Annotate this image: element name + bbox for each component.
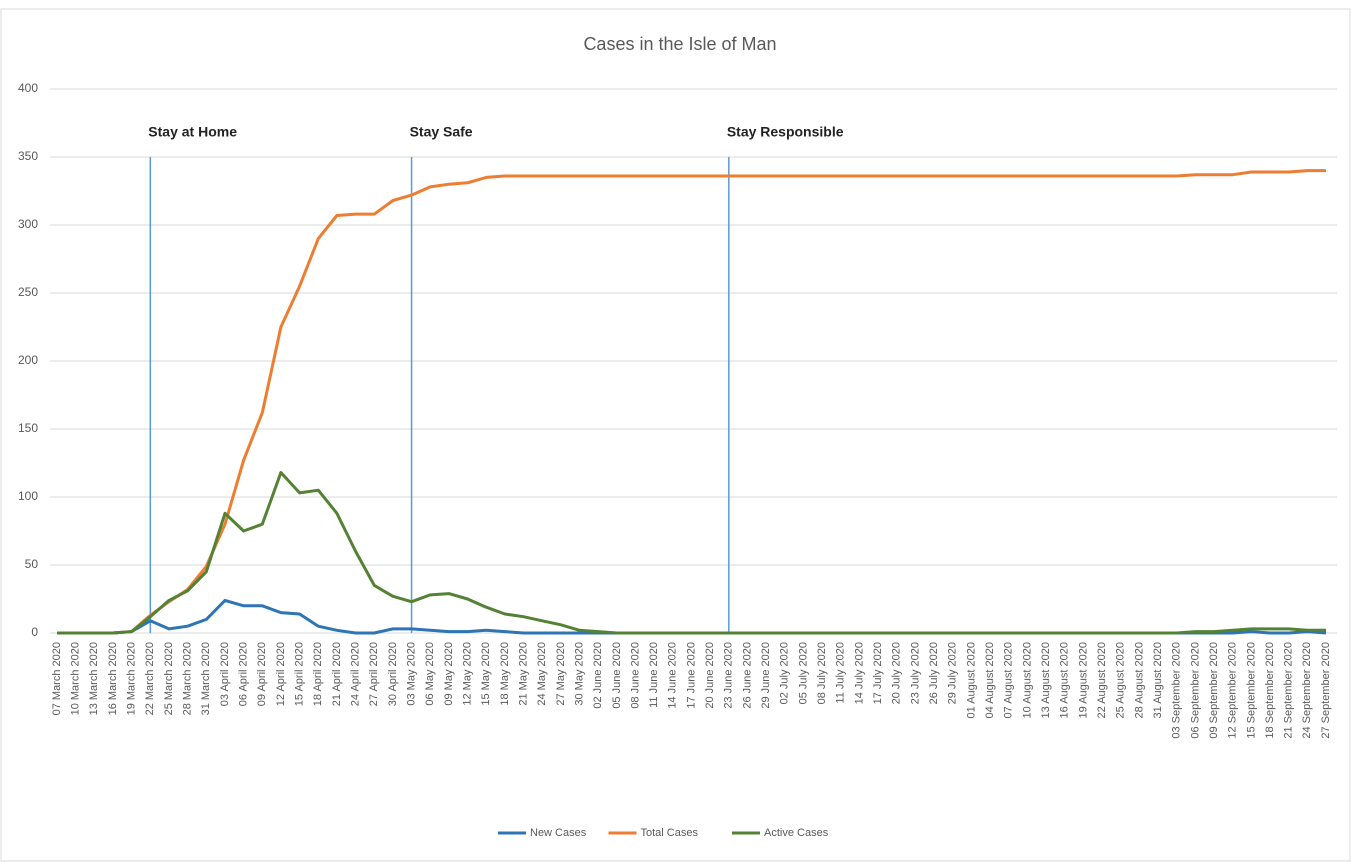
x-tick-label: 18 April 2020 bbox=[312, 642, 324, 706]
x-tick-label: 17 July 2020 bbox=[872, 642, 884, 704]
x-tick-label: 31 August 2020 bbox=[1152, 642, 1164, 718]
x-tick-label: 09 May 2020 bbox=[443, 642, 455, 706]
chart-title: Cases in the Isle of Man bbox=[583, 34, 776, 54]
x-tick-label: 21 May 2020 bbox=[517, 642, 529, 706]
x-tick-label: 07 August 2020 bbox=[1003, 642, 1015, 718]
x-tick-label: 14 July 2020 bbox=[853, 642, 865, 704]
x-tick-label: 02 July 2020 bbox=[779, 642, 791, 704]
x-tick-label: 07 March 2020 bbox=[51, 642, 63, 715]
x-tick-label: 25 August 2020 bbox=[1115, 642, 1127, 718]
x-tick-label: 22 August 2020 bbox=[1096, 642, 1108, 718]
annotation-label: Stay Safe bbox=[410, 124, 473, 140]
x-tick-label: 19 August 2020 bbox=[1077, 642, 1089, 718]
x-tick-label: 28 March 2020 bbox=[182, 642, 194, 715]
x-tick-label: 03 May 2020 bbox=[405, 642, 417, 706]
x-tick-label: 27 May 2020 bbox=[555, 642, 567, 706]
x-tick-label: 22 March 2020 bbox=[144, 642, 156, 715]
x-tick-label: 12 September 2020 bbox=[1227, 642, 1239, 739]
x-tick-label: 30 April 2020 bbox=[387, 642, 399, 706]
y-tick-label: 350 bbox=[18, 149, 38, 163]
x-tick-label: 18 September 2020 bbox=[1264, 642, 1276, 739]
x-tick-label: 26 July 2020 bbox=[928, 642, 940, 704]
y-tick-label: 100 bbox=[18, 489, 38, 503]
x-tick-label: 16 March 2020 bbox=[107, 642, 119, 715]
legend-label: New Cases bbox=[530, 827, 587, 839]
x-tick-label: 10 August 2020 bbox=[1021, 642, 1033, 718]
x-tick-label: 24 April 2020 bbox=[349, 642, 361, 706]
y-tick-label: 200 bbox=[18, 353, 38, 367]
x-tick-label: 24 September 2020 bbox=[1301, 642, 1313, 739]
x-tick-label: 30 May 2020 bbox=[573, 642, 585, 706]
x-tick-label: 27 September 2020 bbox=[1320, 642, 1332, 739]
x-tick-label: 19 March 2020 bbox=[126, 642, 138, 715]
x-tick-label: 29 July 2020 bbox=[947, 642, 959, 704]
x-tick-label: 05 June 2020 bbox=[611, 642, 623, 709]
x-tick-label: 08 June 2020 bbox=[629, 642, 641, 709]
x-tick-label: 12 May 2020 bbox=[461, 642, 473, 706]
x-tick-label: 03 April 2020 bbox=[219, 642, 231, 706]
x-tick-label: 10 March 2020 bbox=[70, 642, 82, 715]
y-tick-label: 250 bbox=[18, 285, 38, 299]
x-tick-label: 16 August 2020 bbox=[1059, 642, 1071, 718]
y-tick-label: 0 bbox=[31, 625, 38, 639]
x-tick-label: 20 June 2020 bbox=[704, 642, 716, 709]
x-tick-label: 11 July 2020 bbox=[835, 642, 847, 704]
annotation-label: Stay Responsible bbox=[727, 124, 844, 140]
y-tick-label: 50 bbox=[25, 557, 39, 571]
x-tick-label: 23 June 2020 bbox=[723, 642, 735, 709]
x-tick-label: 31 March 2020 bbox=[200, 642, 212, 715]
x-tick-label: 12 April 2020 bbox=[275, 642, 287, 706]
x-tick-label: 25 March 2020 bbox=[163, 642, 175, 715]
x-tick-label: 05 July 2020 bbox=[797, 642, 809, 704]
x-tick-label: 13 March 2020 bbox=[88, 642, 100, 715]
x-tick-label: 15 April 2020 bbox=[294, 642, 306, 706]
x-tick-label: 15 September 2020 bbox=[1245, 642, 1257, 739]
legend-label: Total Cases bbox=[641, 827, 699, 839]
x-tick-label: 26 June 2020 bbox=[741, 642, 753, 709]
x-tick-label: 09 September 2020 bbox=[1208, 642, 1220, 739]
chart-border bbox=[0, 8, 1351, 862]
series-line bbox=[57, 471, 1326, 635]
annotation-label: Stay at Home bbox=[148, 124, 237, 140]
x-tick-label: 04 August 2020 bbox=[984, 642, 996, 718]
legend-label: Active Cases bbox=[764, 827, 829, 839]
x-tick-label: 17 June 2020 bbox=[685, 642, 697, 709]
x-tick-label: 08 July 2020 bbox=[816, 642, 828, 704]
x-tick-label: 27 April 2020 bbox=[368, 642, 380, 706]
x-tick-label: 01 August 2020 bbox=[965, 642, 977, 718]
x-tick-label: 11 June 2020 bbox=[648, 642, 660, 708]
x-tick-label: 06 May 2020 bbox=[424, 642, 436, 706]
x-tick-label: 21 September 2020 bbox=[1283, 642, 1295, 739]
x-tick-label: 29 June 2020 bbox=[760, 642, 772, 709]
x-tick-label: 21 April 2020 bbox=[331, 642, 343, 706]
x-tick-label: 28 August 2020 bbox=[1133, 642, 1145, 718]
x-tick-label: 03 September 2020 bbox=[1171, 642, 1183, 739]
x-tick-label: 09 April 2020 bbox=[256, 642, 268, 706]
x-tick-label: 06 September 2020 bbox=[1189, 642, 1201, 739]
x-tick-label: 06 April 2020 bbox=[238, 642, 250, 706]
x-tick-label: 15 May 2020 bbox=[480, 642, 492, 706]
y-tick-label: 300 bbox=[18, 217, 38, 231]
x-tick-label: 02 June 2020 bbox=[592, 642, 604, 709]
y-tick-label: 150 bbox=[18, 421, 38, 435]
y-tick-label: 400 bbox=[18, 81, 38, 95]
x-tick-label: 23 July 2020 bbox=[909, 642, 921, 704]
x-tick-label: 18 May 2020 bbox=[499, 642, 511, 706]
x-tick-label: 20 July 2020 bbox=[891, 642, 903, 704]
x-tick-label: 13 August 2020 bbox=[1040, 642, 1052, 718]
x-tick-label: 24 May 2020 bbox=[536, 642, 548, 706]
series-line bbox=[57, 169, 1326, 635]
x-tick-label: 14 June 2020 bbox=[667, 642, 679, 709]
